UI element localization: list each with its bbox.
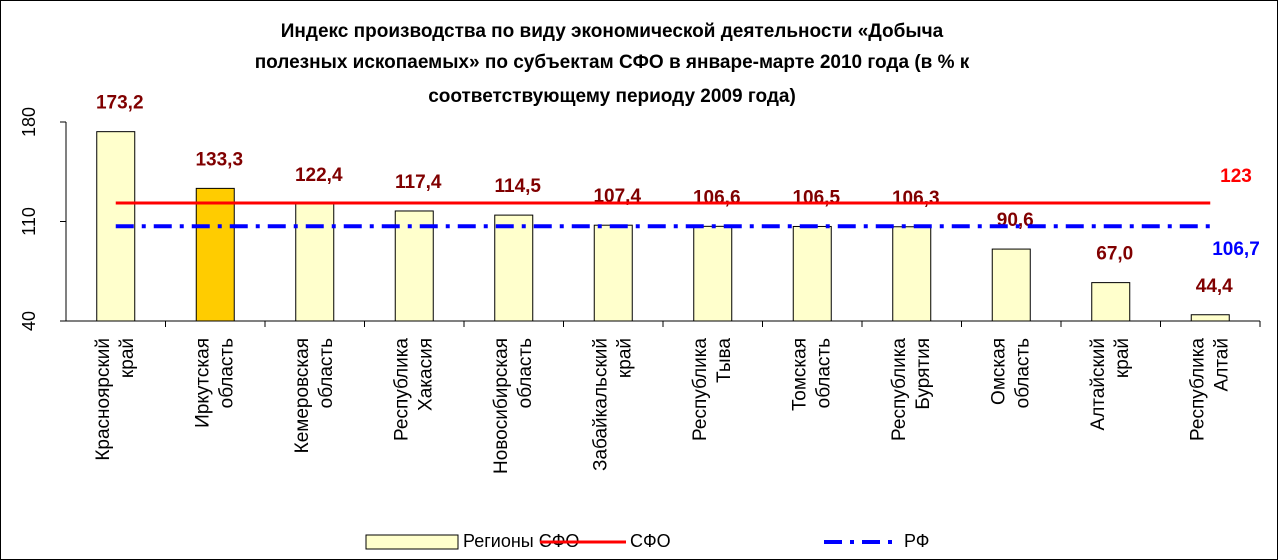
- x-tick-label: край: [614, 338, 635, 378]
- bar: [195, 187, 235, 322]
- y-tick-label: 180: [19, 107, 39, 137]
- bar: [693, 225, 733, 322]
- y-tick-label: 40: [19, 311, 39, 331]
- bar: [892, 226, 932, 322]
- chart-title: полезных ископаемых» по субъектам СФО в …: [255, 52, 970, 73]
- legend-label: Регионы СФО: [463, 531, 579, 551]
- value-label: 122,4: [295, 165, 343, 186]
- value-label: 106,5: [792, 187, 840, 208]
- value-label: 67,0: [1096, 244, 1133, 265]
- x-tick-label: область: [316, 338, 337, 408]
- x-tick-label: область: [216, 338, 237, 408]
- bar: [991, 248, 1031, 322]
- bar: [792, 225, 832, 322]
- value-label: 114,5: [495, 176, 542, 197]
- x-tick-label: Республика: [690, 338, 711, 441]
- x-tick-label: Иркутская: [192, 338, 213, 428]
- legend-label: РФ: [904, 531, 930, 551]
- bar: [1091, 282, 1131, 322]
- x-tick-label: Томская: [789, 338, 810, 411]
- x-tick-label: Тыва: [714, 338, 735, 383]
- legend-label: СФО: [630, 531, 671, 551]
- bar: [1190, 314, 1230, 322]
- x-tick-label: Бурятия: [913, 338, 934, 410]
- value-label: 117,4: [395, 172, 442, 193]
- value-label: 106,3: [892, 188, 940, 209]
- y-tick-label: 110: [19, 207, 39, 236]
- x-tick-label: область: [813, 338, 834, 408]
- bar: [494, 214, 534, 322]
- value-label: 106,6: [693, 187, 741, 208]
- x-tick-label: Забайкальский: [590, 338, 611, 471]
- chart-title: соответствующему периоду 2009 года): [428, 86, 796, 107]
- x-tick-label: область: [515, 338, 536, 408]
- x-tick-label: Алтай: [1211, 338, 1232, 391]
- value-label: 106,7: [1212, 239, 1260, 260]
- chart-title: Индекс производства по виду экономическо…: [281, 21, 944, 42]
- x-tick-label: край: [1112, 338, 1133, 378]
- value-label: 173,2: [96, 93, 144, 114]
- x-tick-label: Красноярский: [93, 338, 114, 461]
- x-tick-label: Республика: [391, 338, 412, 441]
- x-tick-label: Новосибирская: [491, 338, 512, 474]
- x-tick-label: Алтайский: [1088, 338, 1109, 430]
- value-label: 133,3: [195, 149, 243, 170]
- bar: [295, 203, 335, 322]
- x-tick-label: Республика: [1187, 338, 1208, 441]
- value-label: 44,4: [1196, 276, 1233, 297]
- bar: [593, 224, 633, 322]
- legend-swatch: [365, 534, 459, 550]
- x-tick-label: Кемеровская: [292, 338, 313, 453]
- bar: [394, 210, 434, 322]
- value-label: 123: [1220, 166, 1252, 187]
- x-tick-label: Омская: [988, 338, 1009, 405]
- x-tick-label: Республика: [889, 338, 910, 441]
- x-tick-label: край: [117, 338, 138, 378]
- x-tick-label: область: [1012, 338, 1033, 408]
- x-tick-label: Хакасия: [415, 338, 436, 411]
